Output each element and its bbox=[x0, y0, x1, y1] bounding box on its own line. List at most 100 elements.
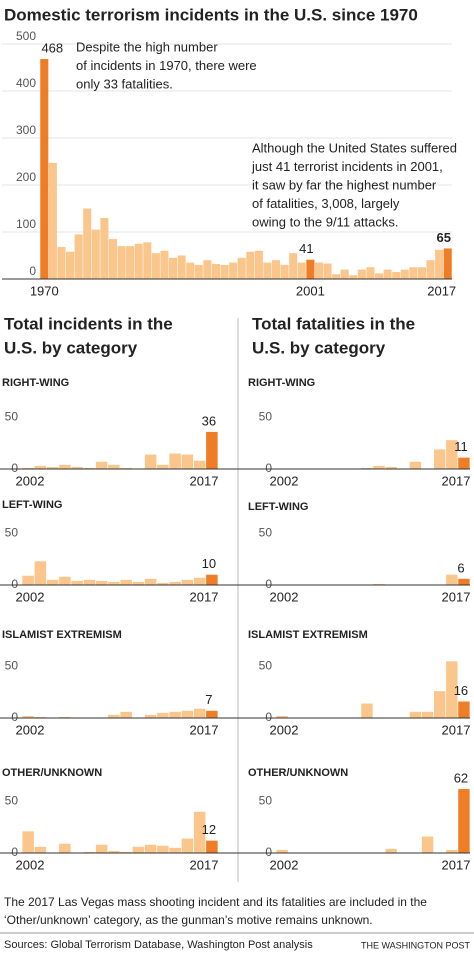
bar bbox=[446, 574, 458, 585]
bar bbox=[57, 247, 66, 279]
bar bbox=[206, 840, 218, 853]
section-heading: U.S. by category bbox=[252, 338, 386, 357]
panel-title: RIGHT-WING bbox=[248, 377, 315, 389]
bar bbox=[458, 457, 470, 469]
bar bbox=[83, 208, 92, 279]
bar bbox=[426, 260, 435, 279]
bar bbox=[117, 246, 126, 279]
bar bbox=[34, 846, 47, 853]
bar bbox=[83, 467, 96, 469]
bar bbox=[421, 836, 434, 853]
bar bbox=[95, 461, 108, 469]
panel-title: ISLAMIST EXTREMISM bbox=[248, 629, 368, 641]
x-tick-label: 2017 bbox=[190, 473, 219, 488]
value-label: 41 bbox=[299, 241, 313, 256]
bar bbox=[375, 273, 384, 279]
value-label: 11 bbox=[454, 439, 468, 454]
section-heading: Total fatalities in the bbox=[252, 314, 415, 333]
bar bbox=[392, 271, 401, 279]
x-tick-label: 2017 bbox=[442, 473, 471, 488]
bar bbox=[59, 464, 71, 469]
bar bbox=[22, 467, 34, 469]
x-tick-label: 2017 bbox=[427, 283, 456, 298]
credit: THE WASHINGTON POST bbox=[361, 940, 471, 950]
bar bbox=[409, 461, 422, 469]
annotation: Although the United States suffered bbox=[252, 140, 457, 155]
x-tick-label: 2017 bbox=[442, 857, 471, 872]
bar bbox=[48, 162, 57, 279]
bar bbox=[446, 661, 458, 718]
bar bbox=[71, 580, 83, 585]
bar bbox=[169, 453, 181, 469]
value-label: 10 bbox=[202, 556, 216, 571]
bar bbox=[254, 250, 263, 279]
x-tick-label: 2002 bbox=[270, 473, 299, 488]
x-tick-label: 2017 bbox=[442, 589, 471, 604]
bar bbox=[22, 715, 34, 718]
y-tick-label: 0 bbox=[29, 264, 36, 278]
bar bbox=[206, 574, 218, 585]
x-tick-label: 2017 bbox=[190, 722, 219, 737]
value-label: 12 bbox=[202, 822, 216, 837]
y-tick-label: 0 bbox=[265, 577, 272, 591]
y-tick-label: 50 bbox=[5, 526, 19, 540]
y-tick-label: 200 bbox=[16, 170, 36, 184]
bar bbox=[120, 579, 132, 585]
annotation: owing to the 9/11 attacks. bbox=[252, 214, 398, 229]
y-tick-label: 300 bbox=[16, 123, 36, 137]
annotation: it saw by far the highest number bbox=[252, 177, 437, 192]
panel-title: LEFT-WING bbox=[248, 501, 309, 513]
bar bbox=[169, 581, 181, 585]
bar bbox=[211, 263, 220, 279]
bar bbox=[323, 263, 332, 279]
panel-title: LEFT-WING bbox=[2, 499, 63, 511]
bar bbox=[120, 467, 132, 469]
panel-title: OTHER/UNKNOWN bbox=[2, 767, 102, 779]
bar bbox=[193, 577, 206, 585]
bar bbox=[144, 844, 157, 853]
bar bbox=[134, 243, 143, 279]
bar bbox=[143, 242, 152, 279]
x-tick-label: 2002 bbox=[270, 722, 299, 737]
bar bbox=[400, 269, 409, 279]
bar bbox=[385, 848, 397, 853]
x-tick-label: 2017 bbox=[190, 589, 219, 604]
bar bbox=[66, 251, 75, 279]
y-tick-label: 50 bbox=[5, 794, 19, 808]
x-tick-label: 2002 bbox=[270, 857, 299, 872]
footnote: ‘Other/unknown’ category, as the gunman’… bbox=[4, 913, 373, 927]
bar bbox=[340, 269, 349, 279]
bar bbox=[272, 260, 281, 279]
y-tick-label: 50 bbox=[5, 659, 19, 673]
bar bbox=[206, 431, 218, 469]
bar bbox=[435, 249, 444, 279]
bar bbox=[40, 59, 49, 279]
bar bbox=[157, 712, 169, 718]
bar bbox=[446, 849, 458, 853]
bar bbox=[289, 253, 298, 279]
y-tick-label: 50 bbox=[259, 526, 273, 540]
y-tick-label: 0 bbox=[11, 461, 18, 475]
x-tick-label: 2002 bbox=[270, 589, 299, 604]
y-tick-label: 0 bbox=[11, 845, 18, 859]
bar bbox=[34, 465, 47, 469]
bar bbox=[160, 250, 169, 279]
bar bbox=[263, 262, 272, 279]
bar bbox=[433, 449, 446, 469]
bar bbox=[332, 274, 341, 279]
value-label: 16 bbox=[454, 683, 468, 698]
bar bbox=[385, 466, 397, 469]
x-tick-label: 2002 bbox=[16, 857, 45, 872]
bar bbox=[306, 259, 315, 279]
y-tick-label: 50 bbox=[259, 410, 273, 424]
y-tick-label: 400 bbox=[16, 76, 36, 90]
bar bbox=[83, 851, 96, 853]
panel-title: ISLAMIST EXTREMISM bbox=[2, 629, 122, 641]
bar bbox=[108, 714, 120, 718]
value-label: 468 bbox=[41, 40, 63, 55]
bar bbox=[193, 708, 206, 718]
x-tick-label: 2001 bbox=[296, 283, 325, 298]
annotation: Despite the high number bbox=[76, 39, 218, 54]
panel-title: RIGHT-WING bbox=[2, 377, 69, 389]
bar bbox=[157, 845, 169, 853]
